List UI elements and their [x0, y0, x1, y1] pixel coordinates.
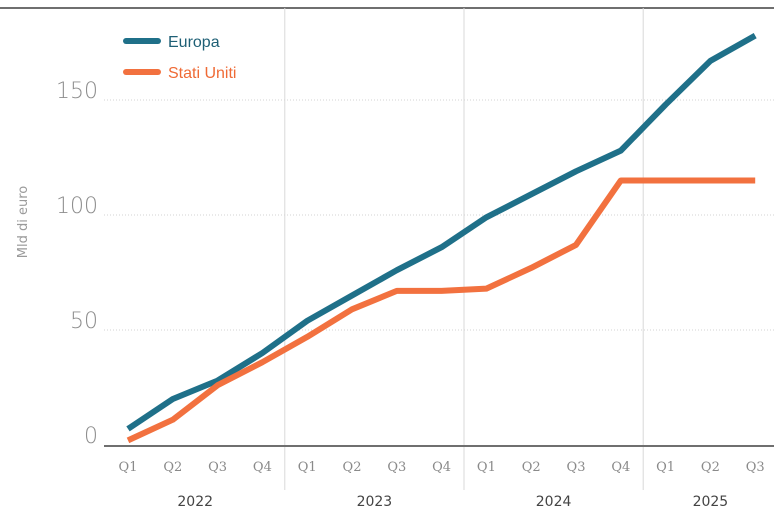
y-tick-label: 0 — [84, 424, 98, 449]
x-tick-label: Q3 — [746, 460, 765, 475]
series-line-europa — [126, 32, 757, 432]
x-tick-label: Q3 — [567, 460, 586, 475]
x-tick-label: Q3 — [208, 460, 227, 475]
x-group-label: 2024 — [536, 494, 572, 510]
series-lines — [126, 32, 757, 444]
legend: Europa Stati Uniti — [123, 34, 236, 82]
x-tick-label: Q2 — [522, 460, 541, 475]
y-axis-label: Mld di euro — [16, 186, 31, 259]
x-tick-label: Q2 — [701, 460, 720, 475]
y-tick-label: 150 — [56, 79, 98, 104]
x-tick-label: Q4 — [253, 460, 272, 475]
x-axis: Q1 Q2 Q3 Q4 Q1 Q2 Q3 Q4 Q1 Q2 Q3 Q4 Q1 Q2 Q3 2022 2023 20… — [104, 445, 774, 510]
x-tick-label: Q1 — [298, 460, 317, 475]
x-tick-label: Q1 — [656, 460, 675, 475]
legend-label-europa: Europa — [168, 34, 220, 51]
x-tick-label: Q1 — [119, 460, 138, 475]
legend-label-stati-uniti: Stati Uniti — [168, 65, 236, 82]
x-tick-label: Q3 — [387, 460, 406, 475]
x-group-label: 2022 — [177, 494, 213, 510]
x-group-label: 2025 — [693, 494, 729, 510]
y-axis: 0 50 100 150 — [56, 79, 98, 449]
x-tick-label: Q1 — [477, 460, 496, 475]
grid — [104, 8, 774, 490]
x-tick-label: Q2 — [163, 460, 182, 475]
x-tick-label: Q4 — [432, 460, 451, 475]
x-tick-label: Q2 — [343, 460, 362, 475]
x-group-label: 2023 — [357, 494, 393, 510]
y-tick-label: 50 — [70, 309, 98, 334]
x-tick-label: Q4 — [611, 460, 630, 475]
series-line-stati-uniti — [126, 177, 756, 444]
y-tick-label: 100 — [56, 194, 98, 219]
